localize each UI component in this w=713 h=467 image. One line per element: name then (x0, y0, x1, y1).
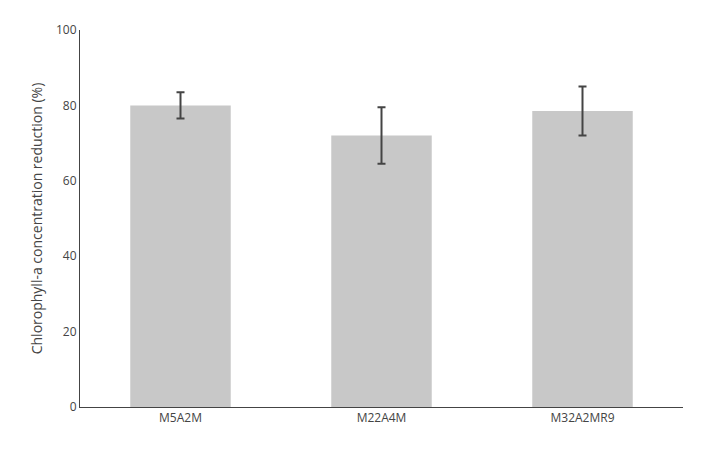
svg-text:Chlorophyll-a concentration re: Chlorophyll-a concentration reduction (%… (27, 83, 46, 355)
svg-text:0: 0 (70, 398, 77, 415)
svg-text:M22A4M: M22A4M (357, 409, 407, 426)
svg-text:M5A2M: M5A2M (159, 409, 202, 426)
svg-text:100: 100 (56, 21, 77, 38)
svg-text:40: 40 (63, 247, 77, 264)
svg-text:60: 60 (63, 172, 77, 189)
svg-text:20: 20 (63, 323, 77, 340)
svg-text:80: 80 (63, 97, 77, 114)
svg-text:M32A2MR9: M32A2MR9 (550, 409, 614, 426)
